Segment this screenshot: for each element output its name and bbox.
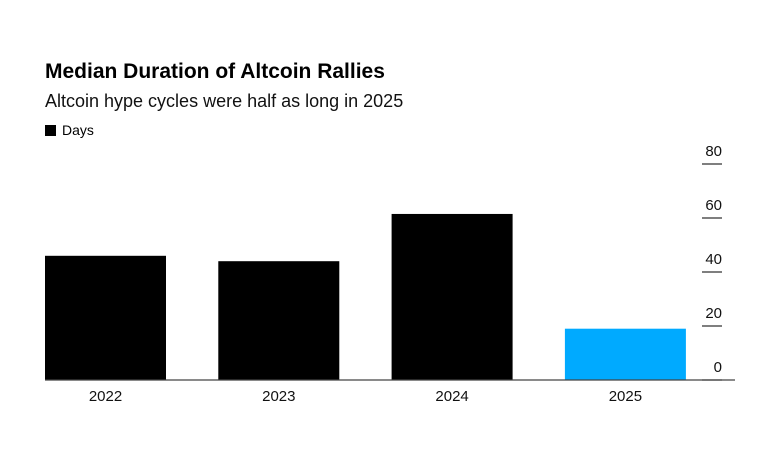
x-tick-label: 2025 bbox=[609, 388, 642, 405]
y-tick-label: 40 bbox=[705, 251, 722, 268]
y-tick-label: 80 bbox=[705, 143, 722, 160]
x-tick-label: 2024 bbox=[435, 388, 468, 405]
legend-swatch-days bbox=[45, 124, 56, 136]
chart-title: Median Duration of Altcoin Rallies bbox=[45, 60, 385, 83]
bar-2025 bbox=[564, 328, 686, 380]
y-tick-label: 20 bbox=[705, 305, 722, 322]
x-tick-label: 2023 bbox=[262, 388, 295, 405]
legend: Days bbox=[45, 122, 94, 138]
bar-2022 bbox=[45, 255, 166, 380]
y-tick-label: 0 bbox=[714, 359, 722, 376]
legend-label-days: Days bbox=[62, 122, 94, 138]
x-tick-label: 2022 bbox=[89, 388, 122, 405]
y-tick-label: 60 bbox=[705, 197, 722, 214]
bar-2024 bbox=[391, 213, 513, 380]
chart-subtitle: Altcoin hype cycles were half as long in… bbox=[45, 91, 404, 111]
bar-2023 bbox=[218, 261, 340, 380]
